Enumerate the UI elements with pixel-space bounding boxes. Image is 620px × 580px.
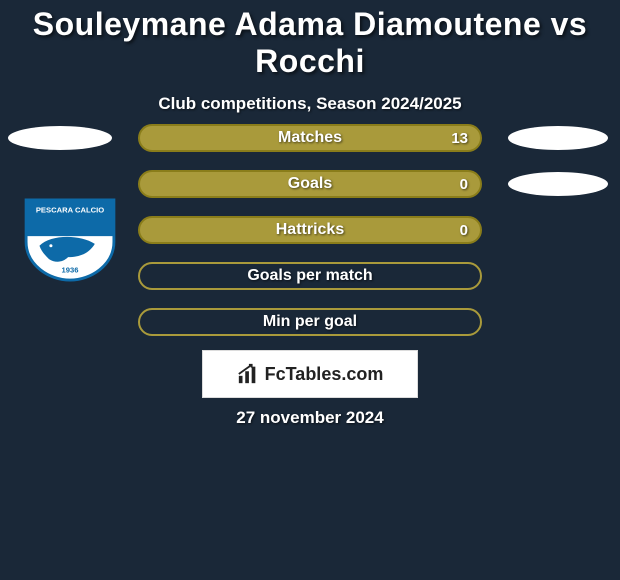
stat-bar: Goals per match xyxy=(138,262,482,290)
player-avatar-right xyxy=(508,126,608,150)
club-badge: PESCARA CALCIO 1936 xyxy=(22,198,118,282)
badge-top-text: PESCARA CALCIO xyxy=(36,205,104,214)
stat-value: 0 xyxy=(460,222,468,239)
stat-row: Matches 13 xyxy=(0,124,620,170)
stat-bar: Hattricks 0 xyxy=(138,216,482,244)
stat-value: 13 xyxy=(451,130,468,147)
stat-bar: Goals 0 xyxy=(138,170,482,198)
chart-icon xyxy=(237,363,259,385)
stat-bar: Min per goal xyxy=(138,308,482,336)
stat-label: Min per goal xyxy=(263,313,357,331)
date-text: 27 november 2024 xyxy=(0,408,620,428)
shield-icon: PESCARA CALCIO 1936 xyxy=(22,198,118,282)
player-avatar-right xyxy=(508,172,608,196)
stat-value: 0 xyxy=(460,176,468,193)
h2h-infographic: Souleymane Adama Diamoutene vs Rocchi Cl… xyxy=(0,0,620,580)
stat-label: Hattricks xyxy=(276,221,344,239)
brand-text: FcTables.com xyxy=(265,364,384,385)
stat-row: Min per goal xyxy=(0,308,620,354)
subtitle: Club competitions, Season 2024/2025 xyxy=(0,94,620,114)
stat-label: Goals per match xyxy=(247,267,372,285)
page-title: Souleymane Adama Diamoutene vs Rocchi xyxy=(0,0,620,80)
stat-bar: Matches 13 xyxy=(138,124,482,152)
badge-year: 1936 xyxy=(62,265,79,274)
stat-label: Matches xyxy=(278,129,342,147)
stat-label: Goals xyxy=(288,175,332,193)
player-avatar-left xyxy=(8,126,112,150)
brand-box[interactable]: FcTables.com xyxy=(202,350,418,398)
